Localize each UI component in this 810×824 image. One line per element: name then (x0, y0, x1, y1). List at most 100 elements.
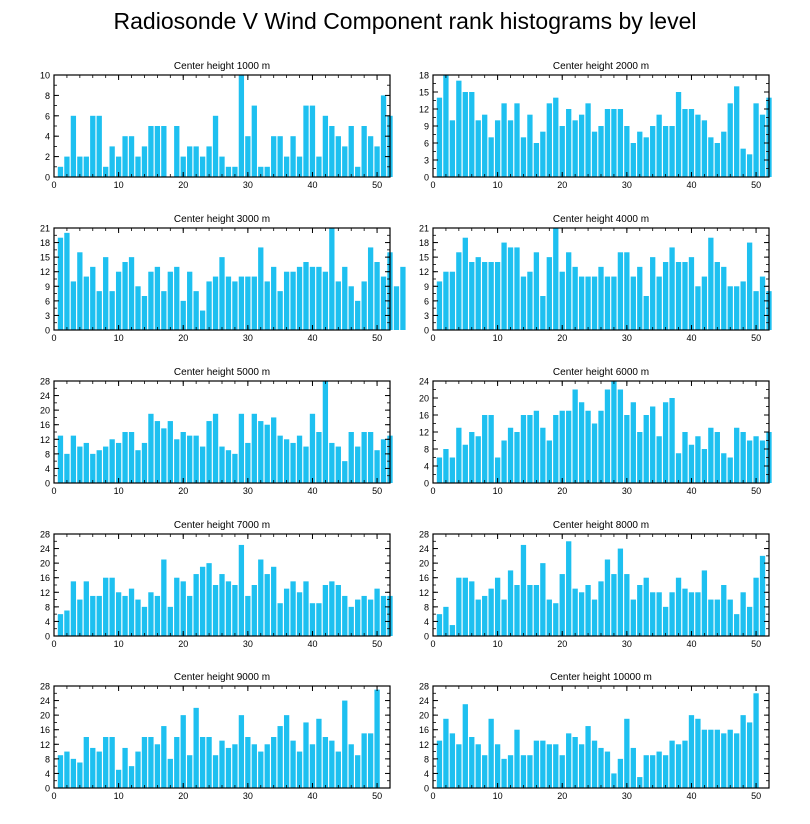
bar (115, 592, 122, 636)
bar (128, 588, 135, 636)
x-tick-label: 10 (493, 180, 503, 190)
x-tick-label: 20 (178, 791, 188, 801)
bar (721, 266, 727, 330)
bar (701, 120, 708, 177)
bar (277, 435, 283, 483)
bar (656, 276, 662, 330)
bar (141, 737, 148, 788)
bar (374, 146, 380, 177)
bar (514, 103, 520, 177)
y-tick-label: 0 (45, 479, 50, 489)
y-tick-label: 12 (419, 740, 429, 750)
bar (103, 737, 109, 788)
bar (264, 424, 270, 483)
bar (501, 103, 507, 177)
bar (225, 747, 232, 788)
bar (469, 262, 475, 330)
bar (141, 606, 148, 636)
y-tick-label: 24 (40, 696, 50, 706)
bar (553, 603, 559, 636)
bar (695, 718, 701, 788)
bar (734, 286, 740, 330)
bar (682, 262, 688, 330)
bar (174, 737, 180, 788)
bar (488, 137, 494, 177)
bar (630, 747, 636, 788)
bar (482, 114, 488, 177)
bar (449, 625, 456, 636)
bar (180, 432, 186, 483)
bar (283, 588, 290, 636)
y-tick-label: 9 (45, 282, 50, 292)
bar (572, 266, 578, 330)
bar (746, 440, 753, 483)
bar (109, 577, 115, 636)
bar (251, 276, 257, 330)
y-tick-label: 20 (419, 394, 429, 404)
x-tick-label: 10 (114, 639, 124, 649)
bar (83, 737, 89, 788)
x-tick-label: 0 (430, 333, 435, 343)
y-tick-label: 0 (45, 632, 50, 642)
bar (212, 413, 219, 483)
bar (759, 440, 766, 483)
bar (141, 442, 148, 483)
bar (591, 276, 598, 330)
bar (322, 381, 329, 483)
bar (187, 271, 193, 330)
bar (675, 262, 682, 330)
x-tick-label: 0 (51, 639, 56, 649)
y-tick-label: 9 (424, 122, 429, 132)
bar (167, 421, 173, 483)
bar (721, 733, 727, 788)
y-tick-label: 28 (419, 530, 429, 540)
bar (501, 242, 507, 330)
y-tick-label: 28 (40, 682, 50, 692)
x-tick-label: 20 (178, 333, 188, 343)
y-tick-label: 24 (419, 544, 429, 554)
bar (650, 126, 656, 177)
x-tick-label: 40 (686, 639, 696, 649)
bar (212, 115, 219, 177)
chart-title: Center height 2000 m (553, 61, 649, 72)
bar (238, 413, 245, 483)
bar (309, 105, 316, 177)
bar (682, 432, 688, 483)
bar (656, 751, 662, 788)
bar (329, 126, 335, 177)
bar (245, 737, 251, 788)
bar (148, 413, 154, 483)
bar (533, 252, 540, 330)
x-tick-label: 10 (493, 333, 503, 343)
bar (559, 126, 565, 177)
bar (520, 755, 527, 788)
x-tick-label: 20 (557, 639, 567, 649)
bar (103, 166, 109, 177)
bar (688, 257, 695, 330)
bar (367, 136, 374, 177)
bar (708, 237, 714, 330)
bar (70, 115, 77, 177)
y-tick-label: 18 (40, 238, 50, 248)
bar (598, 581, 604, 636)
bar (456, 427, 462, 483)
bar (161, 559, 167, 636)
bar (449, 457, 456, 483)
bar (187, 146, 193, 177)
x-tick-label: 0 (51, 333, 56, 343)
bar (482, 415, 488, 483)
bar (380, 276, 387, 330)
x-tick-label: 40 (307, 486, 317, 496)
bar (708, 137, 714, 177)
x-tick-label: 30 (243, 639, 253, 649)
bar (167, 758, 173, 788)
bar (540, 131, 546, 177)
bar (559, 574, 565, 636)
bar (355, 166, 361, 177)
bar (740, 281, 746, 330)
bar (342, 461, 348, 483)
bar (553, 97, 559, 177)
x-tick-label: 50 (372, 486, 382, 496)
bar (734, 733, 740, 788)
